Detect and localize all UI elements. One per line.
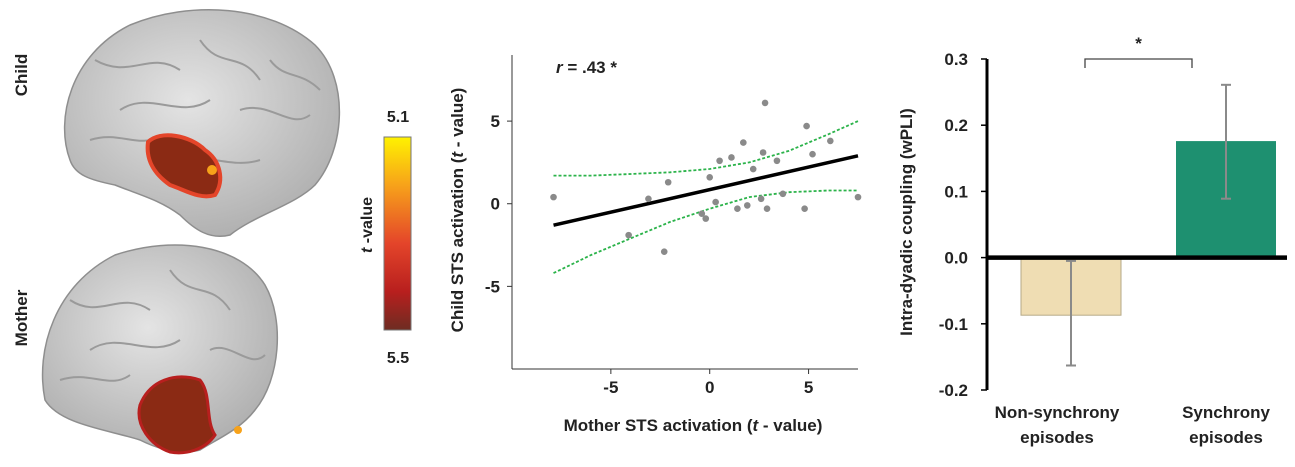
mother-brain-image <box>41 244 279 455</box>
regression-line <box>553 154 859 227</box>
bar-x-labels: Non-synchrony episodes Synchrony episodes <box>995 403 1271 447</box>
bar-y-ticks: 0.3 0.2 0.1 0.0 -0.1 -0.2 <box>939 50 987 400</box>
x-tick-label: 5 <box>804 378 813 397</box>
mother-activation-blob <box>137 375 217 455</box>
y-tick-label: -5 <box>485 277 500 296</box>
scatter-point <box>664 178 672 186</box>
scatter-point <box>702 215 710 222</box>
correlation-annotation: r = .43 * <box>556 58 617 77</box>
significance-bracket: * <box>1084 34 1193 68</box>
error-bars <box>1066 83 1231 367</box>
bar-panel: 0.3 0.2 0.1 0.0 -0.1 -0.2 * Non-synchrony epis… <box>897 34 1287 447</box>
significance-star: * <box>1135 34 1142 53</box>
scatter-panel: -5 0 5 5 0 -5 r = .43 * Mother STS activatio… <box>448 55 862 435</box>
bar-x-label: episodes <box>1020 428 1094 447</box>
scatter-point <box>759 149 767 156</box>
scatter-point <box>625 231 632 239</box>
x-tick-label: -5 <box>603 378 618 397</box>
scatter-point <box>734 205 741 212</box>
scatter-point <box>801 205 808 212</box>
mother-label: Mother <box>12 289 31 346</box>
scatter-ci-band <box>553 120 859 274</box>
bar-y-tick-label: 0.0 <box>944 249 968 268</box>
scatter-point <box>854 193 862 201</box>
bars <box>1020 141 1276 316</box>
scatter-x-ticks: -5 0 5 <box>603 369 813 397</box>
bar-x-label: episodes <box>1189 428 1263 447</box>
colorbar: 5.1 5.5 t -value <box>359 109 412 367</box>
colorbar-bottom-value: 5.5 <box>387 350 409 367</box>
scatter-point <box>763 205 771 212</box>
scatter-point <box>749 165 757 173</box>
scatter-point <box>550 193 557 201</box>
scatter-points <box>550 99 862 255</box>
scatter-point <box>743 202 751 209</box>
child-label: Child <box>12 54 31 97</box>
bar-y-tick-label: 0.2 <box>944 116 968 135</box>
bar-x-label: Non-synchrony <box>995 403 1120 422</box>
scatter-point <box>660 248 668 255</box>
y-tick-label: 0 <box>491 195 500 214</box>
x-tick-label: 0 <box>705 378 714 397</box>
scatter-point <box>803 122 810 130</box>
scatter-y-label: Child STS activation (t - value) <box>448 88 467 333</box>
scatter-point <box>706 173 714 181</box>
scatter-point <box>716 157 723 165</box>
scatter-point <box>645 195 652 203</box>
bar-y-tick-label: 0.1 <box>944 182 968 201</box>
bar-y-label: Intra-dyadic coupling (wPLI) <box>897 108 916 336</box>
scatter-point <box>740 139 747 146</box>
child-activation-blob <box>145 133 223 199</box>
scatter-point <box>809 150 816 158</box>
bar-y-tick-label: 0.3 <box>944 50 968 69</box>
ci-lower-curve <box>553 189 858 274</box>
colorbar-top-value: 5.1 <box>387 109 409 126</box>
scatter-point <box>757 195 765 203</box>
bar-y-tick-label: -0.2 <box>939 381 968 400</box>
scatter-point <box>698 210 706 217</box>
bar-y-tick-label: -0.1 <box>939 315 968 334</box>
ci-upper-curve <box>553 120 859 177</box>
scatter-point <box>712 198 719 206</box>
brain-panel: Child Mother 5.1 5.5 t -value <box>12 8 412 455</box>
scatter-y-ticks: 5 0 -5 <box>485 112 512 296</box>
colorbar-gradient <box>383 136 412 331</box>
child-brain-image <box>63 8 341 237</box>
scatter-point <box>761 99 769 107</box>
y-tick-label: 5 <box>491 112 500 131</box>
scatter-point <box>773 157 781 165</box>
bar-x-label: Synchrony <box>1182 403 1270 422</box>
scatter-point <box>827 137 834 145</box>
scatter-point <box>779 190 787 198</box>
scatter-point <box>728 154 735 161</box>
colorbar-title: t -value <box>359 197 376 253</box>
scatter-x-label: Mother STS activation (t - value) <box>564 416 823 435</box>
